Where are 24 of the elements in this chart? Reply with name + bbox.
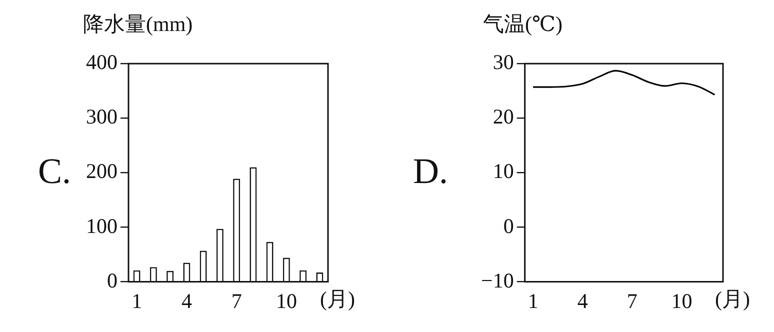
x-tick-label: 4 bbox=[181, 288, 192, 313]
x-tick-label: 1 bbox=[528, 288, 538, 313]
y-tick-label: 10 bbox=[492, 159, 514, 184]
x-tick-label: 1 bbox=[132, 288, 142, 313]
text: D. bbox=[413, 150, 448, 192]
y-tick-label: 200 bbox=[86, 159, 118, 184]
y-tick-label: 0 bbox=[107, 268, 118, 292]
y-tick-label: 30 bbox=[492, 50, 514, 74]
x-tick-label: 7 bbox=[231, 288, 242, 313]
chart-title: 气温(℃) bbox=[483, 11, 562, 38]
x-axis-title: (月) bbox=[320, 286, 355, 311]
y-tick-label: 300 bbox=[86, 104, 118, 129]
y-tick-label: 400 bbox=[86, 50, 118, 74]
x-tick-label: 7 bbox=[626, 288, 638, 313]
y-tick-label: 20 bbox=[492, 104, 514, 129]
x-tick-label: 10 bbox=[276, 288, 297, 313]
y-tick-label: −10 bbox=[481, 268, 514, 292]
y-tick-label: 0 bbox=[503, 214, 514, 238]
chart-title: 降水量(mm) bbox=[83, 11, 193, 38]
text: C. bbox=[38, 150, 72, 192]
x-axis-title: (月) bbox=[715, 286, 750, 311]
x-tick-label: 4 bbox=[577, 288, 588, 313]
y-tick-label: 100 bbox=[86, 214, 118, 238]
x-tick-label: 10 bbox=[671, 288, 692, 313]
